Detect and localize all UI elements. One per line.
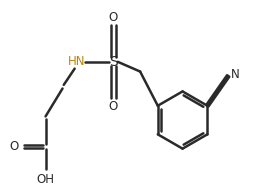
Text: N: N (231, 68, 239, 81)
Text: O: O (109, 100, 118, 113)
Text: O: O (109, 10, 118, 23)
Text: O: O (9, 140, 18, 153)
Text: S: S (109, 55, 118, 69)
Text: HN: HN (68, 55, 86, 68)
Text: OH: OH (37, 173, 55, 186)
